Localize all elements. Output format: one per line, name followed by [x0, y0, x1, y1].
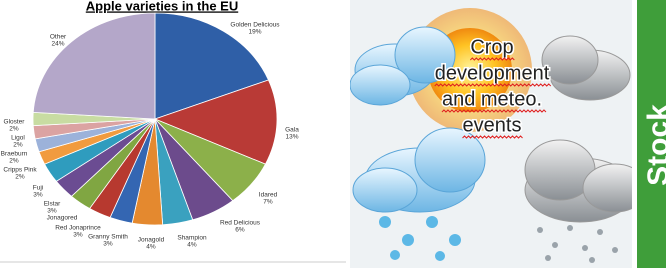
- caption-line: development: [435, 62, 550, 84]
- slice-label: Other: [50, 34, 67, 41]
- slice-label: Idared: [259, 192, 278, 199]
- screenshot: Apple varieties in the EU Crop developmen…: [0, 0, 666, 268]
- side-tab: Stock: [637, 0, 666, 268]
- slice-value-label: 24%: [51, 41, 64, 48]
- slice-label: Jonagored: [47, 215, 78, 222]
- slice-value-label: 2%: [9, 126, 19, 133]
- caption-line: and meteo.: [442, 88, 542, 110]
- slice-value-label: 6%: [235, 227, 245, 234]
- slice-value-label: 4%: [187, 242, 197, 249]
- slice-value-label: 3%: [47, 208, 57, 215]
- slice-label: Gala: [285, 127, 299, 134]
- slice-label: Granny Smith: [88, 234, 128, 241]
- chart-title: Apple varieties in the EU: [86, 0, 238, 13]
- slice-value-label: 19%: [248, 29, 261, 36]
- weather-panel: Crop development and meteo. events: [350, 0, 647, 268]
- slice-label: Ligol: [11, 135, 25, 142]
- slice-value-label: 3%: [73, 232, 83, 239]
- slice-label: Elstar: [44, 201, 61, 208]
- caption-line: events: [463, 114, 522, 136]
- caption-line: Crop: [470, 36, 513, 58]
- side-tab-label[interactable]: Stock: [642, 104, 666, 186]
- slice-label: Jonagold: [138, 237, 165, 244]
- slice-value-label: 7%: [263, 199, 273, 206]
- slice-value-label: 3%: [103, 241, 113, 248]
- slice-label: Gloster: [4, 119, 26, 126]
- slice-label: Shampion: [177, 235, 207, 242]
- slice-label: Braeburn: [1, 151, 28, 158]
- slice-label: Fuji: [33, 185, 43, 192]
- slice-value-label: 2%: [15, 174, 25, 181]
- slice-label: Golden Delicious: [230, 22, 280, 29]
- slice-value-label: 2%: [13, 142, 23, 149]
- slice-value-label: 3%: [33, 192, 43, 199]
- slice-value-label: 4%: [146, 244, 156, 251]
- divider: [632, 0, 637, 268]
- pie: [33, 13, 277, 225]
- slice-value-label: 2%: [9, 158, 19, 165]
- slice-label: Red Delicious: [220, 220, 261, 227]
- slice-label: Cripps Pink: [3, 167, 37, 174]
- slice-label: Red Jonaprince: [55, 225, 101, 232]
- slice-value-label: 13%: [285, 134, 298, 141]
